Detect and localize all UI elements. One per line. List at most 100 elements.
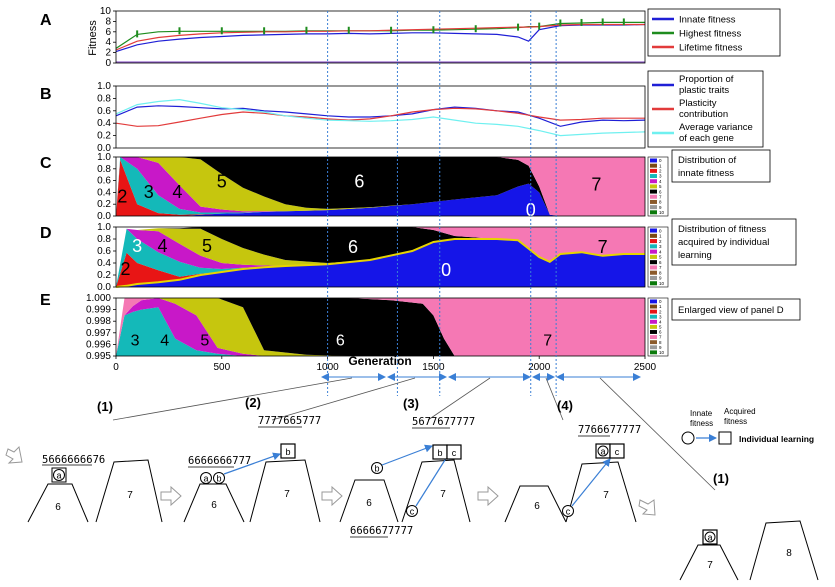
panel-d-plot: 0.00.20.40.60.81.0 3 4 5 2 6 0 7: [97, 222, 646, 293]
class-legend-label: 9: [659, 345, 662, 350]
stage-2-sequence-top: 7777665777: [258, 415, 321, 427]
x-axis-label: Generation: [348, 354, 411, 368]
class-legend-swatch: [650, 179, 657, 184]
key-innate-line2: fitness: [690, 419, 713, 428]
class-legend-swatch: [650, 158, 657, 163]
stage-connector-lines: [112, 377, 716, 491]
class-legend-swatch: [650, 168, 657, 173]
key-acquired-line2: fitness: [724, 417, 747, 426]
class-legend-label: 5: [659, 325, 662, 330]
legend-label: Average variance: [679, 122, 753, 133]
class-legend-swatch: [650, 189, 657, 194]
stage-5-peak-left: [679, 544, 739, 581]
class-legend-swatch: [650, 270, 657, 275]
stage-1-peak-left: [27, 483, 89, 523]
panel-b-series-1: [115, 107, 645, 127]
stage-4-label: (4): [557, 398, 573, 413]
class-legend-swatch: [650, 199, 657, 204]
panel-c-annotation-line1: Distribution of: [678, 155, 736, 166]
stage-1: (1) 5666666676 6 7 a: [27, 399, 163, 523]
stage-2-peak-left: [183, 483, 245, 523]
class-legend-swatch: [650, 254, 657, 259]
stage-3-sequence: 6666677777: [350, 525, 413, 537]
class-legend-label: 2: [659, 239, 662, 244]
class-legend-swatch: [650, 205, 657, 210]
x-tick-label: 2500: [634, 362, 657, 373]
class-legend-swatch: [650, 299, 657, 304]
diagram-key: Innate fitness Acquired fitness Individu…: [681, 407, 814, 445]
stage-4-learning-arrow: [571, 458, 611, 507]
panel-c-ytick-label: 0.2: [97, 199, 111, 210]
class-legend-swatch: [650, 244, 657, 249]
panel-e-ytick-label: 0.998: [86, 316, 111, 327]
transition-arrow-2: [321, 485, 343, 507]
legend-label-line2: of each gene: [679, 133, 734, 144]
panel-c-ytick-label: 0.8: [97, 164, 111, 175]
panel-b-ytick-label: 1.0: [97, 81, 111, 92]
class-legend-swatch: [650, 340, 657, 345]
legend-label: Proportion of: [679, 74, 734, 85]
class-legend-label: 4: [659, 249, 662, 254]
panel-a-ytick-label: 8: [105, 16, 111, 27]
panel-b-series-0: [115, 105, 646, 127]
panel-d-region-label: 5: [202, 236, 212, 256]
stage-2-square-b-label: b: [285, 447, 290, 457]
panel-b-ytick-label: 0.0: [97, 143, 111, 154]
panel-e-ytick-label: 0.996: [86, 339, 111, 350]
panel-d-annotation-line1: Distribution of fitness: [678, 224, 766, 235]
panel-d-ytick-label: 0.2: [97, 270, 111, 281]
stage-2-square-b: [280, 443, 296, 459]
stage-4: (4) 7766677777 6 7 c a c: [504, 398, 641, 523]
panel-c-ytick-label: 0.4: [97, 187, 111, 198]
panel-letter-a: A: [40, 12, 52, 29]
stage-3-peak-left: [339, 479, 399, 523]
panel-a-ylabel: Fitness: [87, 20, 99, 56]
stage-3-peak-right-label: 7: [440, 489, 446, 500]
class-legend-swatch: [650, 249, 657, 254]
panel-c-region-label: 0: [526, 200, 536, 220]
class-legend-label: 3: [659, 244, 662, 249]
class-legend-label: 8: [659, 200, 662, 205]
panel-a-series-1: [115, 21, 645, 49]
stage-4-square-c: [609, 443, 625, 459]
panel-c-annotation: Distribution of innate fitness: [671, 149, 771, 183]
stage-3: (3) 5677677777 6 7 b c b c 6666677777: [339, 396, 475, 538]
panel-b-series-2: [115, 98, 646, 137]
stage-4-peak-left: [504, 485, 567, 523]
class-legend-label: 0: [659, 228, 662, 233]
stage-2-learning-arrow: [223, 452, 281, 475]
legend-label: Lifetime fitness: [679, 43, 743, 54]
class-legend-label: 4: [659, 319, 662, 324]
stage-3-circle-c-label: c: [410, 507, 415, 517]
panel-d-region-label: 7: [598, 237, 608, 257]
stage-4-sequence-top: 7766677777: [578, 424, 641, 436]
class-legend-swatch: [650, 194, 657, 199]
class-legend-swatch: [650, 345, 657, 350]
class-legend-swatch: [650, 324, 657, 329]
transition-arrow-1: [160, 485, 182, 507]
panel-c-area-6: [116, 157, 645, 216]
stage-4-square-c-label: c: [615, 447, 620, 457]
class-legend-label: 10: [659, 210, 665, 215]
panel-e-area-7: [116, 298, 645, 356]
panel-e-ytick-label: 0.995: [86, 351, 111, 362]
panel-c-area-5: [116, 157, 645, 216]
plot-frame: [115, 226, 646, 288]
class-legend-swatch: [650, 309, 657, 314]
panel-e-ytick-label: 0.997: [86, 328, 111, 339]
key-innate-circle: [681, 431, 695, 445]
class-legend-label: 5: [659, 255, 662, 260]
stage-diagrams: (1) 5666666676 6 7 a (2) 7777665777 6666…: [27, 395, 819, 581]
plot-frame: [115, 10, 646, 64]
transition-arrow-4: [638, 499, 656, 516]
stage-3-learning-arrow-b: [381, 444, 433, 466]
stage-5-label: (1): [713, 471, 729, 486]
panel-b-ytick-label: 0.4: [97, 118, 111, 129]
class-legend-label: 10: [659, 281, 665, 286]
legend-label-line2: plastic traits: [679, 85, 729, 96]
stage-5-peak-right: [749, 520, 819, 581]
